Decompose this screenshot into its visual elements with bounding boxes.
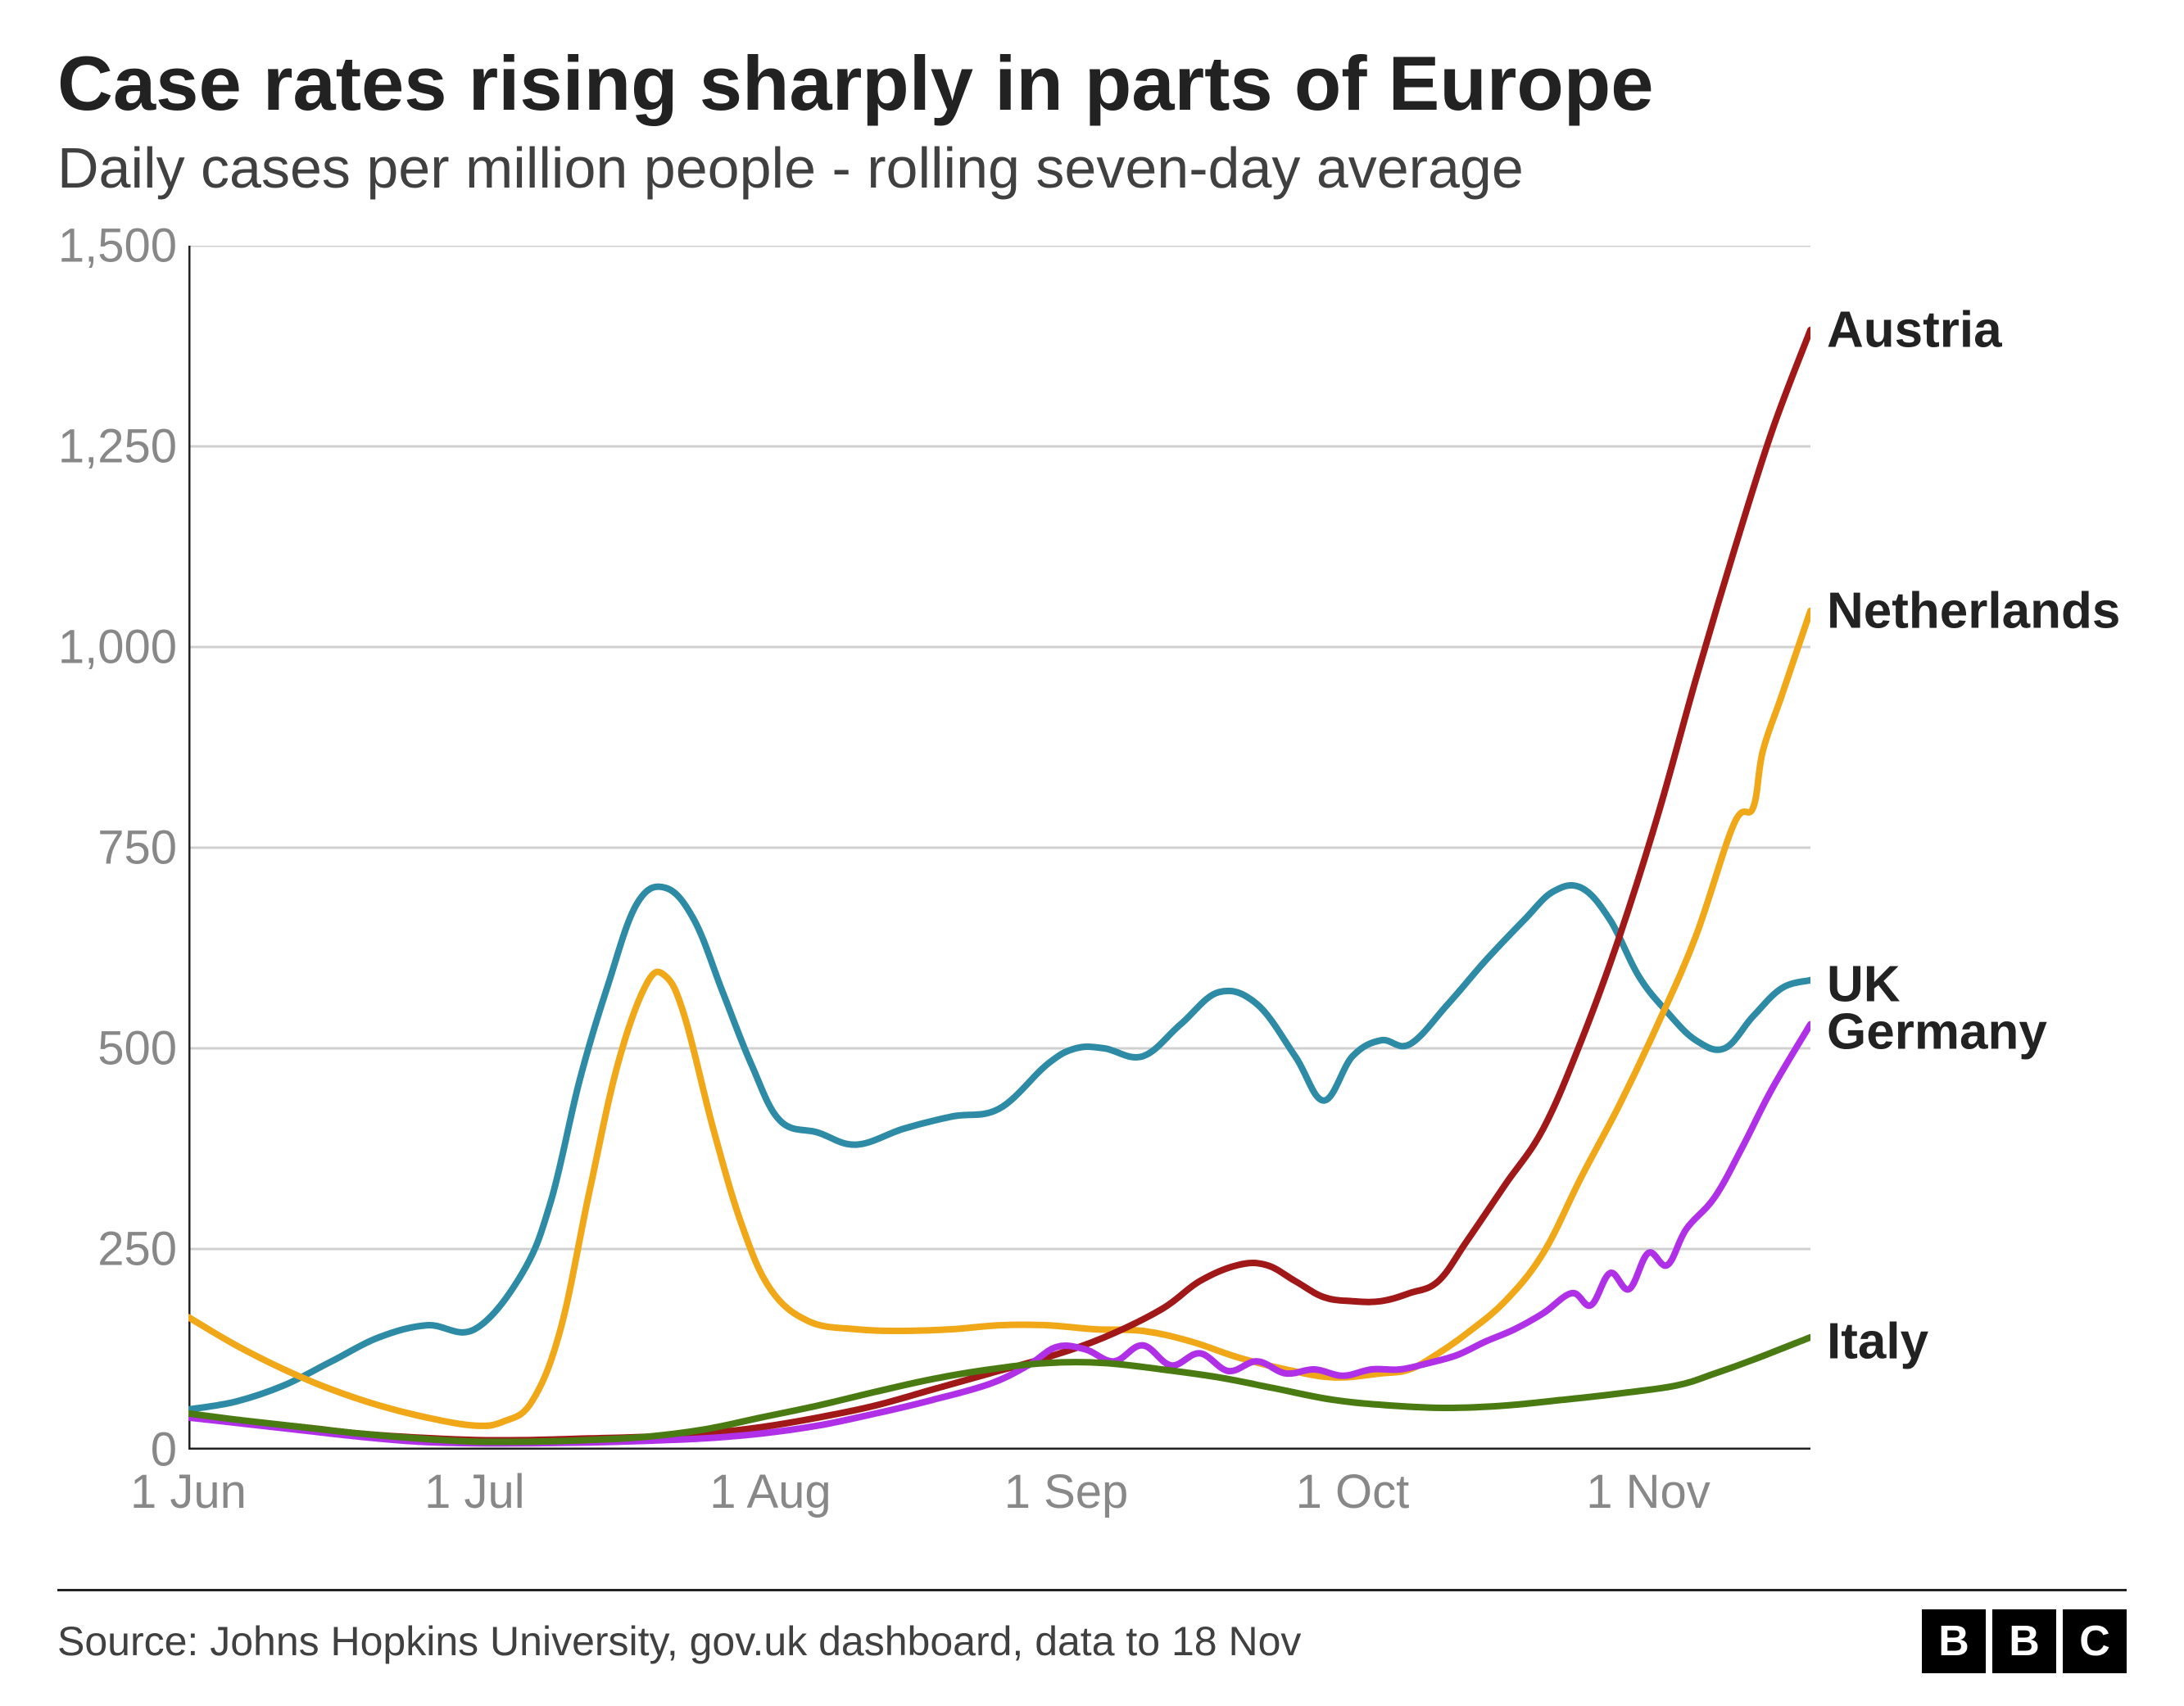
bbc-logo-letter: B xyxy=(1992,1609,2056,1673)
y-axis-tick-label: 750 xyxy=(97,821,177,876)
chart-footer: Source: Johns Hopkins University, gov.uk… xyxy=(57,1589,2127,1673)
y-axis-tick-label: 1,000 xyxy=(58,620,177,675)
y-axis-tick-label: 250 xyxy=(97,1222,177,1277)
x-axis-tick-label: 1 Aug xyxy=(709,1464,831,1519)
x-axis-tick-label: 1 Oct xyxy=(1296,1464,1410,1519)
source-text: Source: Johns Hopkins University, gov.uk… xyxy=(57,1618,1301,1665)
x-axis-tick-label: 1 Jul xyxy=(424,1464,525,1519)
plot-area: 02505007501,0001,2501,5001 Jun1 Jul1 Aug… xyxy=(188,246,2163,1450)
chart-title: Case rates rising sharply in parts of Eu… xyxy=(57,41,2127,125)
y-axis-tick-label: 500 xyxy=(97,1021,177,1076)
series-label-germany: Germany xyxy=(1827,1003,2047,1061)
bbc-logo-letter: C xyxy=(2063,1609,2127,1673)
chart-subtitle: Daily cases per million people - rolling… xyxy=(57,133,2127,202)
chart-container: Case rates rising sharply in parts of Eu… xyxy=(0,0,2184,1706)
series-line-italy xyxy=(188,1337,1810,1442)
bbc-logo-letter: B xyxy=(1922,1609,1986,1673)
x-axis-tick-label: 1 Nov xyxy=(1586,1464,1710,1519)
y-axis-tick-label: 1,250 xyxy=(58,419,177,474)
series-line-netherlands xyxy=(188,611,1810,1426)
bbc-logo: BBC xyxy=(1922,1609,2127,1673)
series-label-italy: Italy xyxy=(1827,1312,1928,1370)
series-line-uk xyxy=(188,885,1810,1410)
x-axis-tick-label: 1 Jun xyxy=(130,1464,247,1519)
series-line-germany xyxy=(188,1025,1810,1444)
line-chart-svg xyxy=(188,246,1810,1450)
series-label-netherlands: Netherlands xyxy=(1827,581,2120,640)
x-axis-tick-label: 1 Sep xyxy=(1004,1464,1129,1519)
series-label-austria: Austria xyxy=(1827,301,2002,359)
y-axis-tick-label: 1,500 xyxy=(58,219,177,274)
